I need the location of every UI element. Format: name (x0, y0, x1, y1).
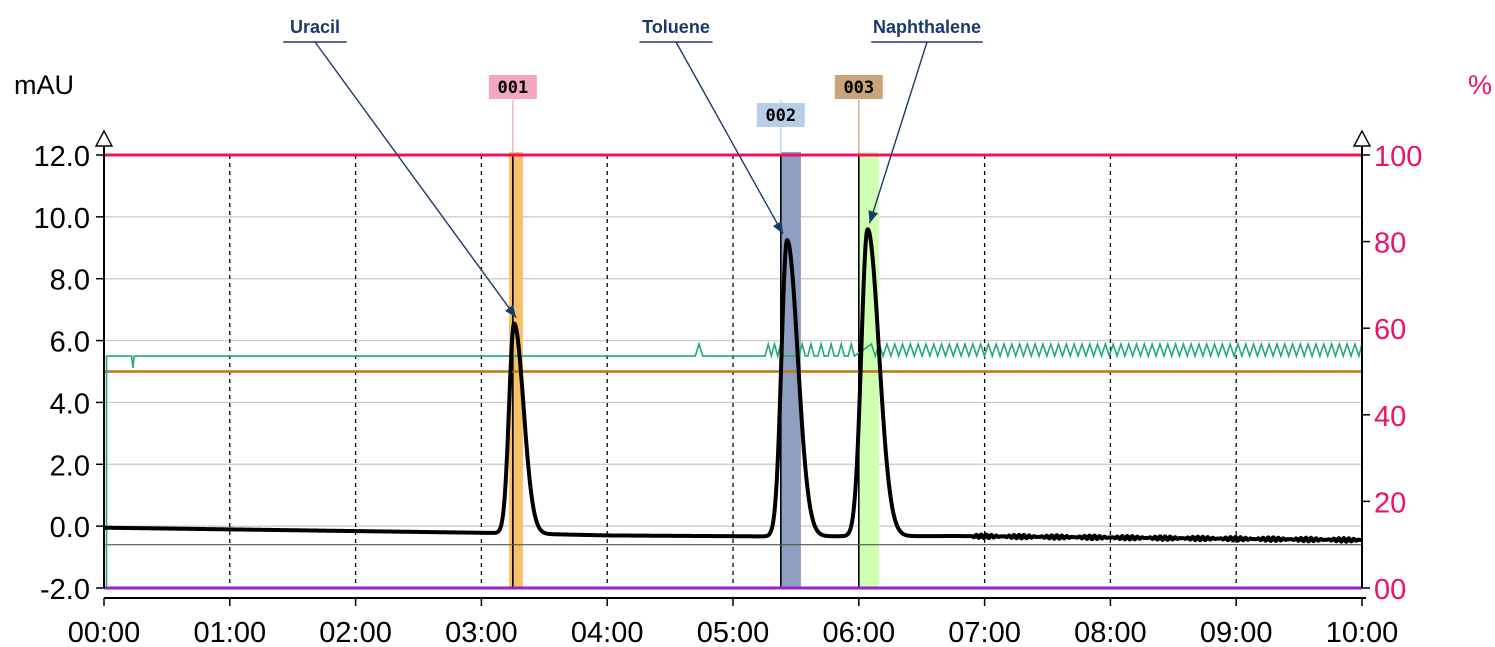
left-tick-label-3: 6.0 (50, 327, 90, 359)
fraction-label-box-001 (488, 75, 537, 99)
annotation-label-0: Uracil (290, 17, 340, 37)
labels: 001 002 003 12.0 10.0 8.0 6.0 4.0 2.0 0.0 -2.0 100 8… (14, 70, 1492, 647)
left-tick-label-6: 0.0 (50, 512, 90, 544)
x-tick-label-5: 05:00 (697, 617, 770, 647)
left-axis-arrow (94, 129, 114, 147)
right-tick-label-1: 80 (1374, 228, 1406, 260)
annotation-arrowhead-1 (772, 221, 784, 235)
annotation-label-1: Toluene (642, 17, 710, 37)
left-tick-label-0: 12.0 (34, 141, 90, 173)
fraction-bands (509, 100, 879, 588)
x-tick-label-9: 09:00 (1200, 617, 1273, 647)
annotation-leader-1 (675, 41, 784, 235)
right-tick-label-0: 100 (1374, 141, 1422, 173)
left-tick-label-7: -2.0 (40, 574, 90, 606)
fraction-label-box-002 (756, 103, 805, 127)
x-tick-label-3: 03:00 (445, 617, 518, 647)
right-tick-label-4: 20 (1374, 487, 1406, 519)
right-tick-label-5: 00 (1374, 574, 1406, 606)
fraction-label-001: 001 (497, 78, 528, 98)
series (102, 153, 1364, 590)
x-tick-label-10: 10:00 (1326, 617, 1399, 647)
x-tick-label-7: 07:00 (948, 617, 1021, 647)
x-tick-label-4: 04:00 (571, 617, 644, 647)
left-tick-label-5: 2.0 (50, 450, 90, 482)
peak-annotations: Uracil Toluene Naphthalene (283, 17, 983, 318)
fraction-label-box-003 (834, 75, 883, 99)
x-tick-label-8: 08:00 (1074, 617, 1147, 647)
annotation-leader-2 (868, 41, 928, 224)
x-tick-label-0: 00:00 (68, 617, 141, 647)
right-axis-unit: % (1468, 70, 1492, 100)
left-tick-label-4: 4.0 (50, 388, 90, 420)
pressure-trace-line (105, 340, 1363, 588)
chromatogram-line (102, 227, 1364, 544)
left-tick-label-2: 8.0 (50, 265, 90, 297)
fraction-label-002: 002 (765, 106, 796, 126)
annotation-arrowhead-0 (504, 304, 517, 318)
fraction-label-003: 003 (843, 78, 874, 98)
right-tick-label-3: 40 (1374, 401, 1406, 433)
x-tick-label-2: 02:00 (319, 617, 392, 647)
left-axis-unit: mAU (14, 70, 74, 100)
annotation-arrowhead-2 (868, 210, 878, 224)
right-tick-label-2: 60 (1374, 314, 1406, 346)
axes (94, 129, 1372, 606)
x-tick-label-1: 01:00 (194, 617, 267, 647)
x-tick-label-6: 06:00 (823, 617, 896, 647)
annotation-leader-0 (314, 41, 517, 318)
annotation-label-2: Naphthalene (873, 17, 981, 37)
right-axis-arrow (1352, 129, 1372, 147)
left-tick-label-1: 10.0 (34, 203, 90, 235)
